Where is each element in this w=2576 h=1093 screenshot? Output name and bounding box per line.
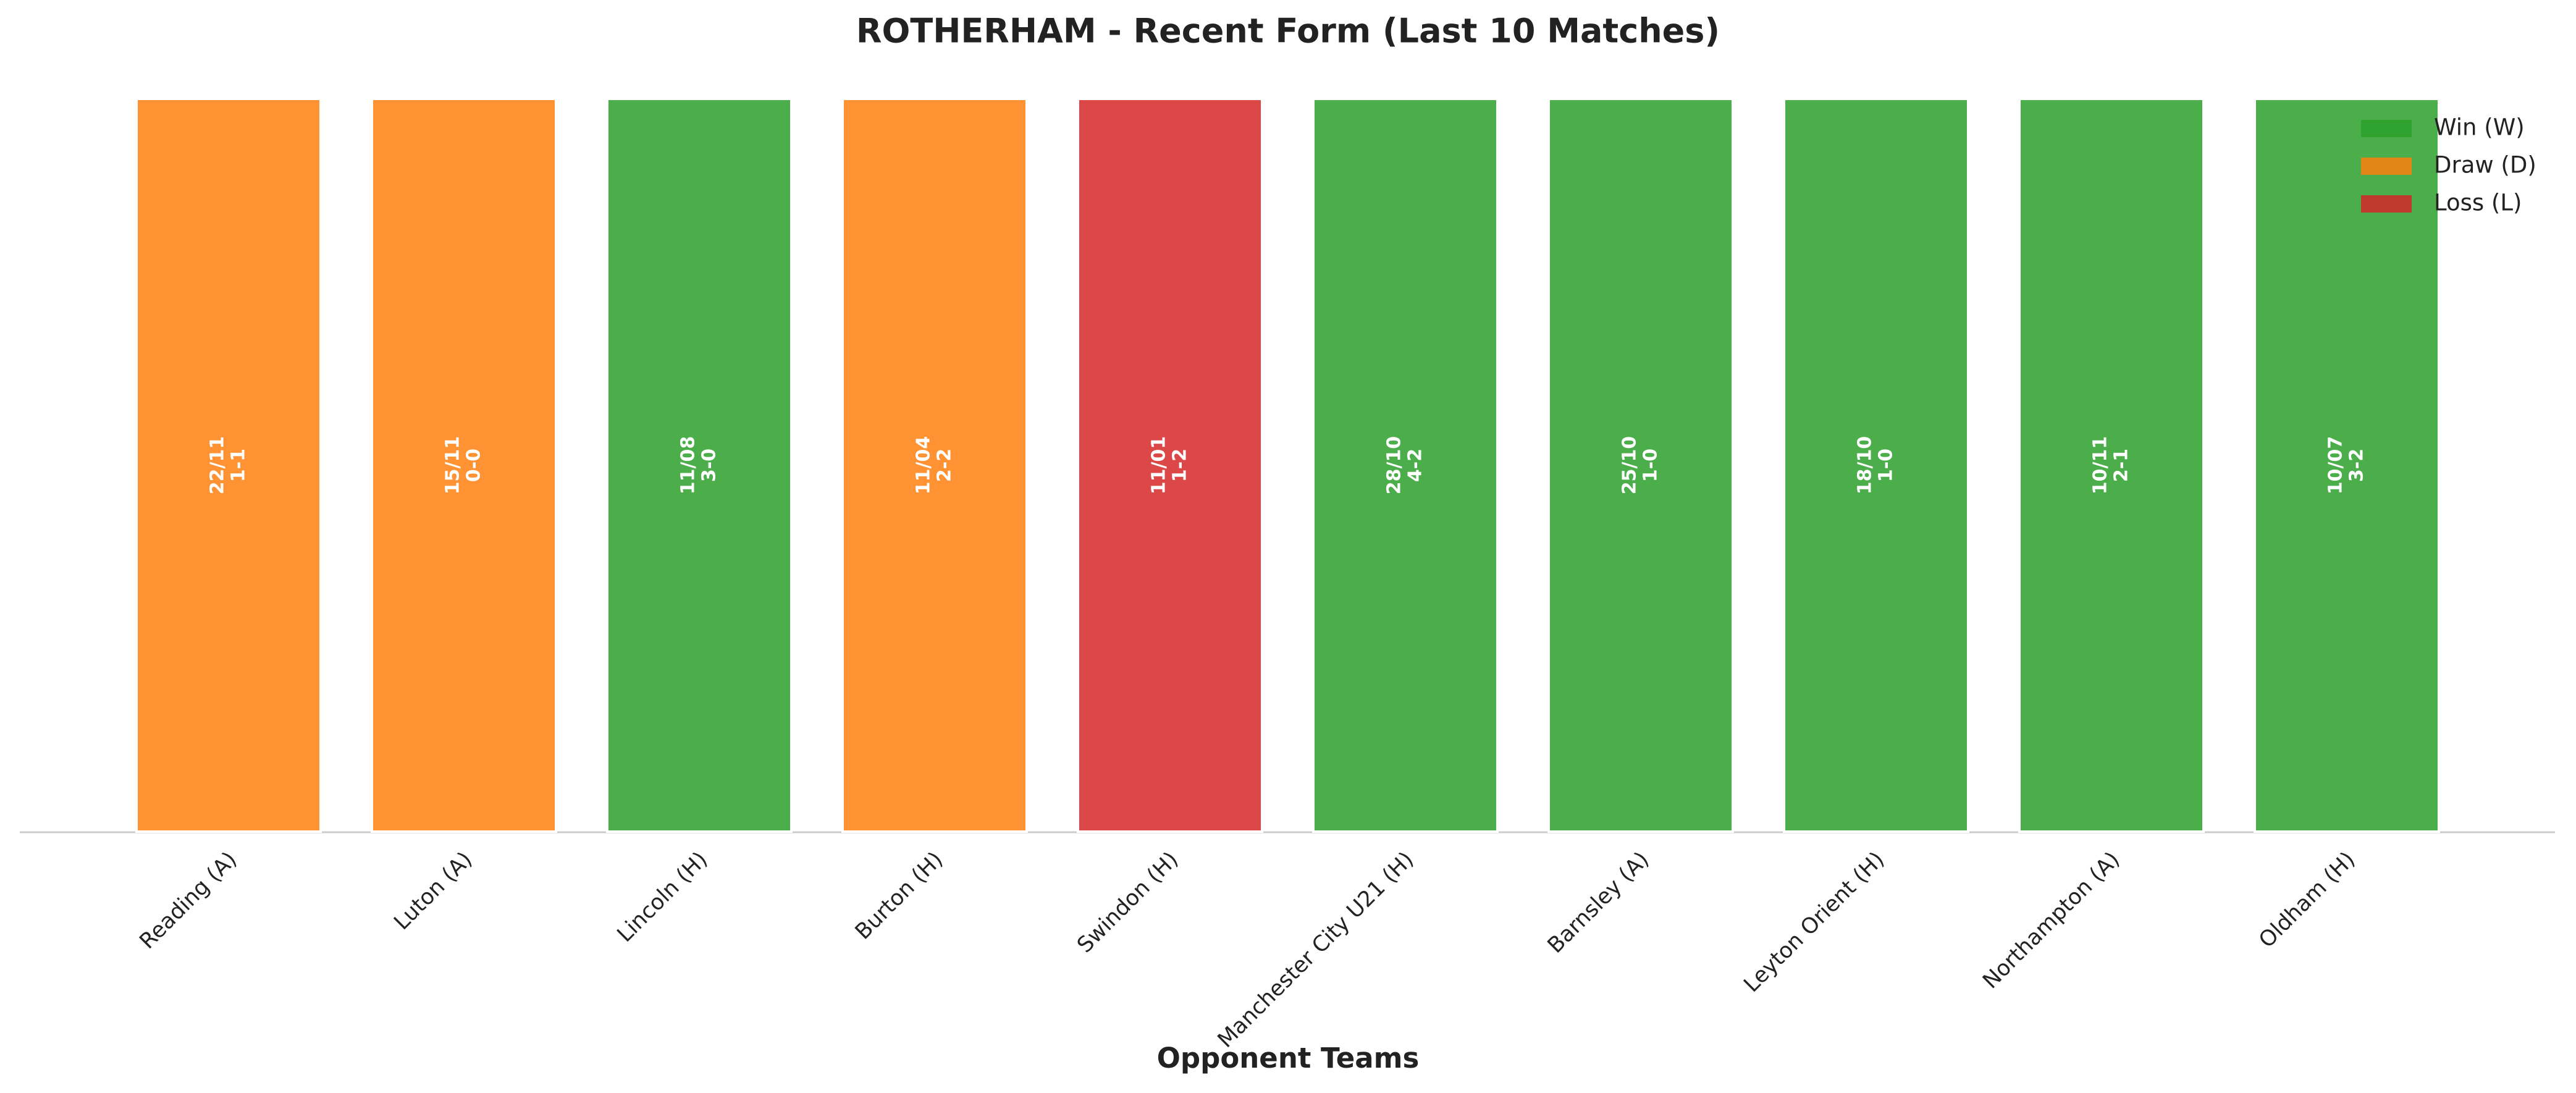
bar [135, 98, 322, 833]
bar-date-label: 18/10 [1854, 436, 1876, 494]
bar-score-label: 1-0 [1640, 449, 1662, 482]
bar [841, 98, 1028, 833]
bar [1547, 98, 1734, 833]
bar [1783, 98, 1969, 833]
x-axis-label: Opponent Teams [1157, 1042, 1420, 1074]
bar-date-label: 15/11 [442, 436, 464, 494]
bar [606, 98, 793, 833]
bar-score-label: 3-0 [699, 449, 720, 482]
bar-date-label: 10/11 [2090, 436, 2111, 494]
bar [2254, 98, 2440, 833]
bar [1077, 98, 1263, 833]
chart-title: ROTHERHAM - Recent Form (Last 10 Matches… [856, 12, 1720, 51]
bar [1312, 98, 1499, 833]
bar-date-label: 22/11 [207, 436, 229, 494]
legend-label: Win (W) [2434, 114, 2525, 141]
bar [2018, 98, 2205, 833]
bar-date-label: 11/08 [678, 436, 699, 494]
bar-score-label: 1-0 [1875, 449, 1897, 482]
bar-date-label: 11/04 [913, 436, 935, 494]
bar-date-label: 11/01 [1148, 436, 1170, 494]
legend-swatch [2361, 120, 2412, 137]
bar-score-label: 4-2 [1405, 449, 1426, 482]
bar-score-label: 2-1 [2111, 449, 2132, 482]
bar-score-label: 2-2 [934, 449, 956, 482]
bar-score-label: 1-2 [1169, 449, 1191, 482]
legend-swatch [2361, 158, 2412, 175]
bar-score-label: 0-0 [463, 449, 485, 482]
bar-date-label: 10/07 [2325, 436, 2347, 494]
bar-score-label: 1-1 [228, 449, 250, 482]
bar [371, 98, 557, 833]
bar-score-label: 3-2 [2346, 449, 2368, 482]
bar-date-label: 25/10 [1619, 436, 1641, 494]
bar-date-label: 28/10 [1384, 436, 1405, 494]
legend-label: Draw (D) [2434, 152, 2536, 179]
legend-swatch [2361, 195, 2412, 213]
legend-label: Loss (L) [2434, 190, 2522, 216]
